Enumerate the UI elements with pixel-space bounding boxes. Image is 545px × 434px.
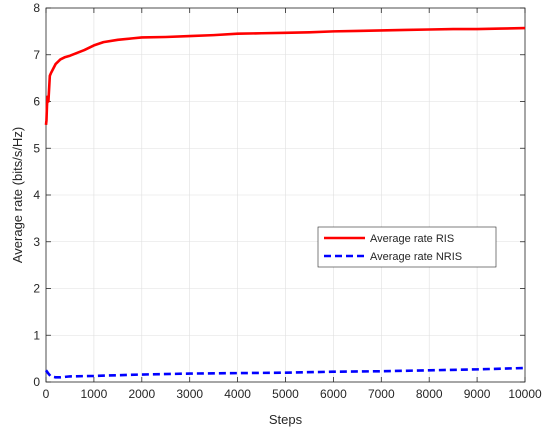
y-tick-label: 2 xyxy=(33,282,40,296)
y-tick-label: 7 xyxy=(33,48,40,62)
y-tick-label: 1 xyxy=(33,328,40,342)
y-tick-label: 8 xyxy=(33,1,40,15)
x-tick-label: 5000 xyxy=(272,387,299,401)
series-line-nris xyxy=(44,366,526,379)
x-tick-label: 4000 xyxy=(224,387,251,401)
y-tick-label: 0 xyxy=(33,375,40,389)
x-tick-label: 3000 xyxy=(176,387,203,401)
series-group xyxy=(44,26,526,379)
legend-label-nris: Average rate NRIS xyxy=(370,251,462,263)
y-tick-label: 3 xyxy=(33,235,40,249)
y-axis-label: Average rate (bits/s/Hz) xyxy=(10,127,25,263)
y-tick-label: 6 xyxy=(33,95,40,109)
x-axis-label: Steps xyxy=(269,412,303,427)
y-tick-label: 5 xyxy=(33,141,40,155)
axis-ticks: 0 1000 2000 3000 4000 5000 6000 7000 8000 9000 100… xyxy=(33,1,542,401)
y-tick-label: 4 xyxy=(33,188,40,202)
legend: Average rate RIS Average rate NRIS xyxy=(317,226,497,268)
x-tick-label: 9000 xyxy=(464,387,491,401)
x-tick-label: 2000 xyxy=(128,387,155,401)
x-tick-label: 7000 xyxy=(368,387,395,401)
legend-label-ris: Average rate RIS xyxy=(370,233,454,245)
grid xyxy=(45,7,526,383)
x-tick-label: 0 xyxy=(43,387,50,401)
legend-box xyxy=(317,226,497,268)
x-tick-label: 6000 xyxy=(320,387,347,401)
x-tick-label: 10000 xyxy=(508,387,542,401)
x-tick-label: 8000 xyxy=(416,387,443,401)
x-tick-label: 1000 xyxy=(81,387,108,401)
series-line-ris xyxy=(44,26,526,126)
